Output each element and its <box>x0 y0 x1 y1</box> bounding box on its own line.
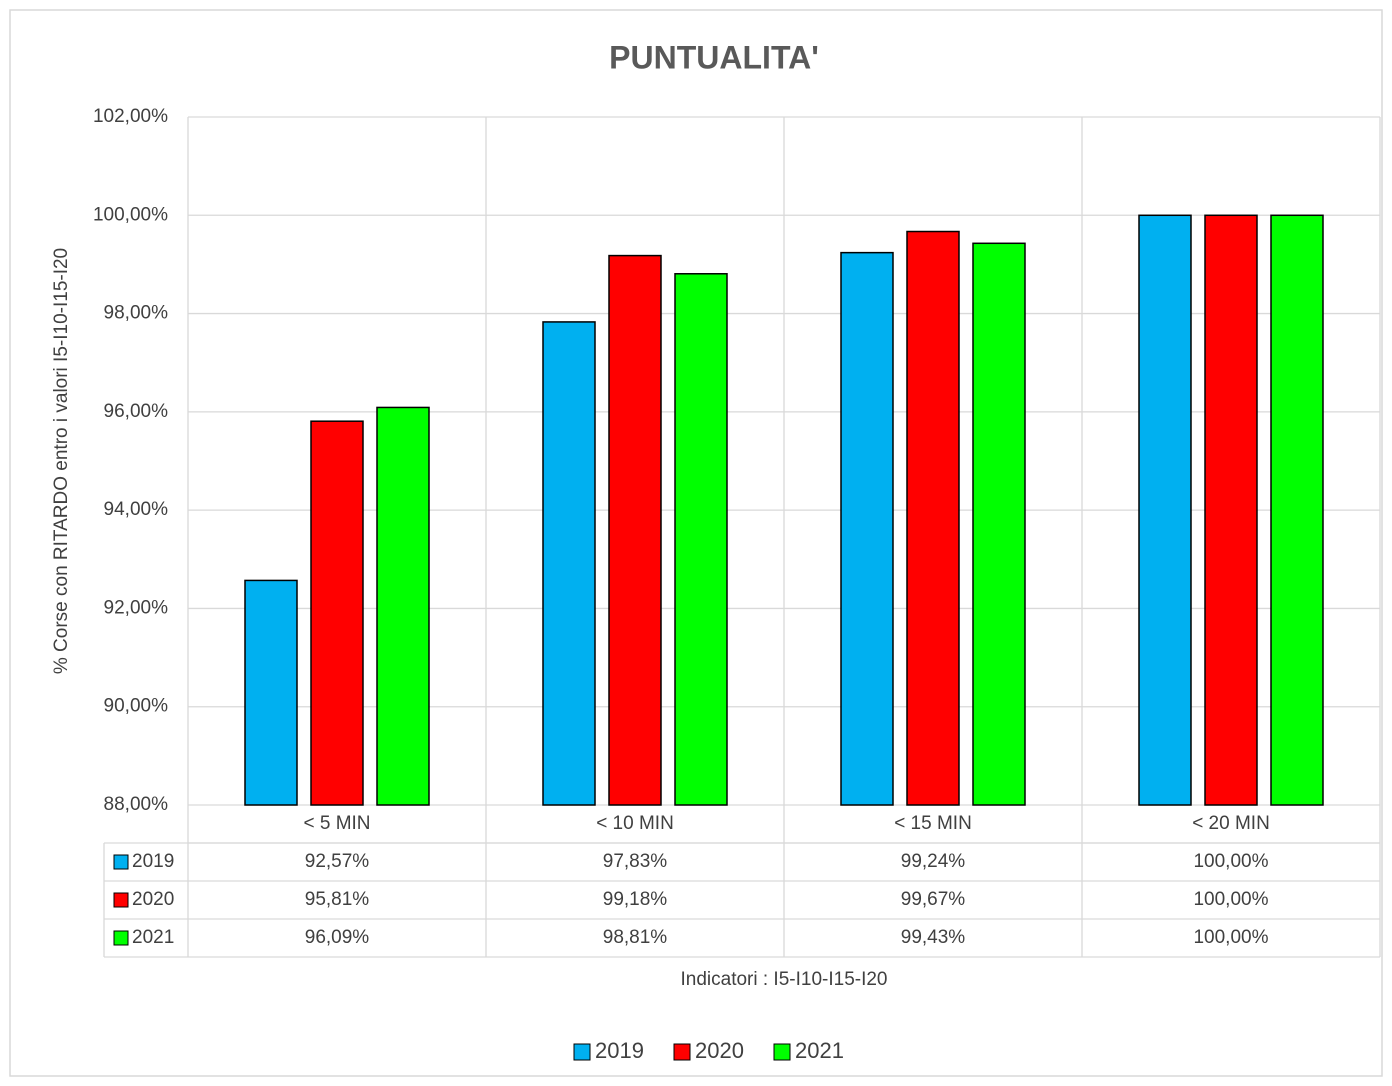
y-tick-label: 94,00% <box>104 499 169 520</box>
legend-key <box>673 1043 691 1061</box>
table-legend-key <box>113 930 129 946</box>
y-tick-label: 92,00% <box>104 597 169 618</box>
legend-key <box>573 1043 591 1061</box>
bar <box>376 406 430 806</box>
legend-key <box>773 1043 791 1061</box>
bar <box>840 251 894 806</box>
table-cell: 100,00% <box>1193 889 1268 910</box>
table-cell: 100,00% <box>1193 927 1268 948</box>
legend-label: 2019 <box>595 1038 644 1063</box>
bar <box>310 420 364 806</box>
chart-title: PUNTUALITA' <box>609 39 819 75</box>
bar <box>906 230 960 806</box>
x-tick-label: < 5 MIN <box>303 813 370 834</box>
bar <box>542 321 596 806</box>
bar <box>1204 214 1258 806</box>
table-legend-key <box>113 854 129 870</box>
table-cell: 99,24% <box>901 851 966 872</box>
y-tick-label: 100,00% <box>93 204 168 225</box>
table-cell: 99,67% <box>901 889 966 910</box>
table-cell: 92,57% <box>305 851 370 872</box>
bar <box>972 242 1026 806</box>
table-cell: 95,81% <box>305 889 370 910</box>
y-axis-title: % Corse con RITARDO entro i valori I5-I1… <box>51 248 72 674</box>
y-tick-label: 90,00% <box>104 696 169 717</box>
x-tick-label: < 20 MIN <box>1192 813 1270 834</box>
bar <box>244 579 298 806</box>
bar <box>1270 214 1324 806</box>
table-series-name: 2021 <box>132 927 174 948</box>
table-cell: 99,18% <box>603 889 668 910</box>
table-series-name: 2020 <box>132 889 174 910</box>
y-tick-label: 88,00% <box>104 794 169 815</box>
legend-label: 2021 <box>795 1038 844 1063</box>
bar <box>674 273 728 806</box>
x-tick-label: < 10 MIN <box>596 813 674 834</box>
x-axis-title: Indicatori : I5-I10-I15-I20 <box>681 969 888 990</box>
x-tick-label: < 15 MIN <box>894 813 972 834</box>
table-legend-key <box>113 892 129 908</box>
legend-label: 2020 <box>695 1038 744 1063</box>
table-cell: 99,43% <box>901 927 966 948</box>
table-cell: 98,81% <box>603 927 668 948</box>
table-series-name: 2019 <box>132 851 174 872</box>
y-tick-label: 102,00% <box>93 106 168 127</box>
table-cell: 100,00% <box>1193 851 1268 872</box>
table-cell: 97,83% <box>603 851 668 872</box>
bar <box>608 254 662 806</box>
y-tick-label: 98,00% <box>104 303 169 324</box>
table-cell: 96,09% <box>305 927 370 948</box>
bar <box>1138 214 1192 806</box>
y-tick-label: 96,00% <box>104 401 169 422</box>
